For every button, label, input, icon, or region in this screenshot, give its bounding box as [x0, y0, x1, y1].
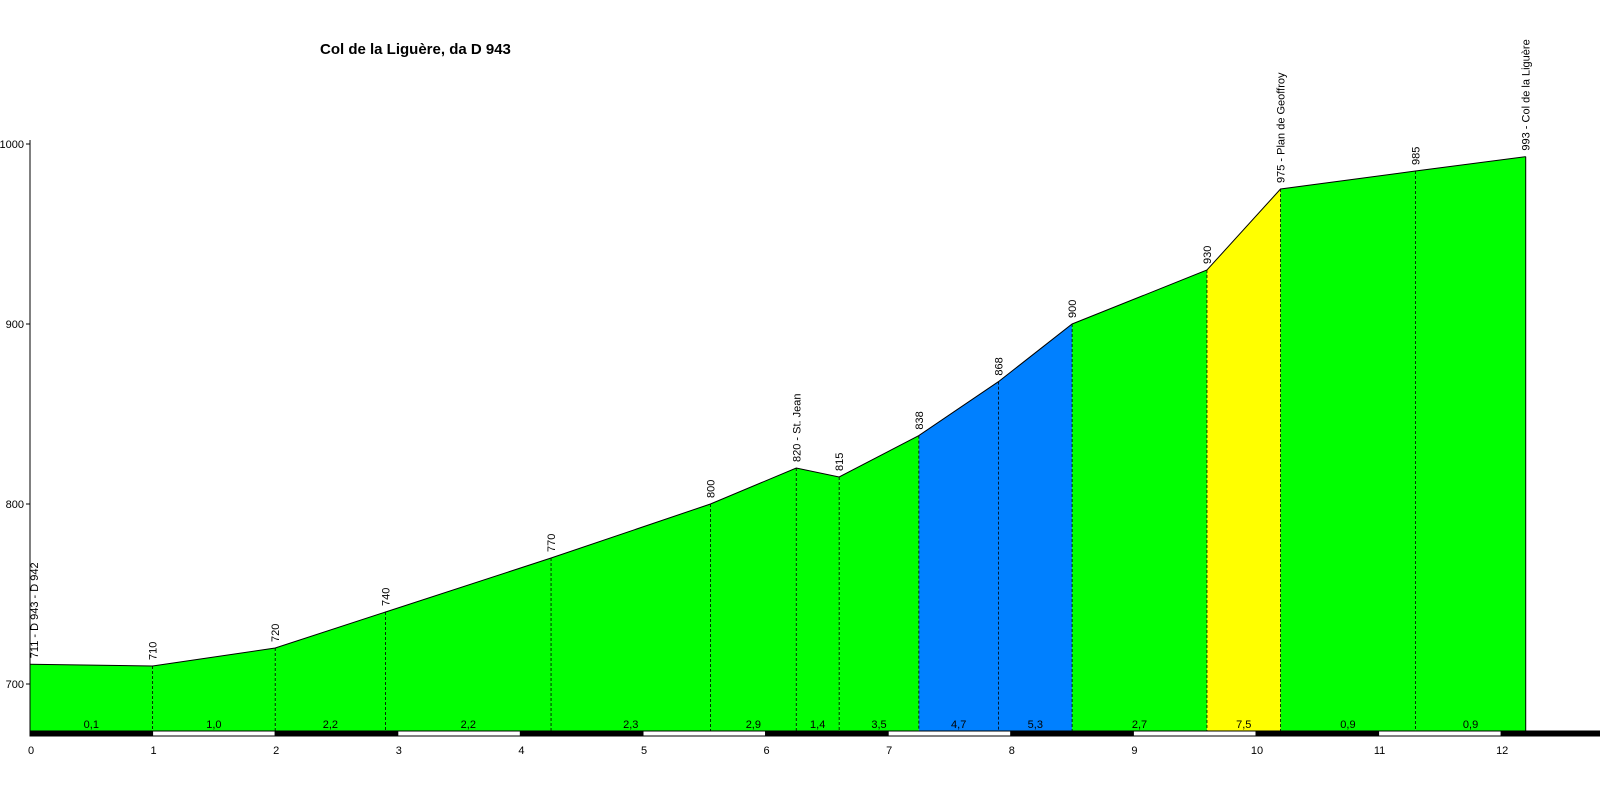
x-tick-label: 2	[273, 745, 279, 757]
point-elevation-label: 815	[834, 453, 846, 471]
chart-title: Col de la Liguère, da D 943	[320, 41, 511, 58]
profile-segment-11	[1072, 270, 1207, 731]
x-tick-label: 7	[886, 745, 892, 757]
km-bar-segment	[765, 730, 889, 737]
profile-outline	[29, 156, 1527, 731]
point-elevation-label: 900	[1067, 300, 1079, 318]
x-tick-label: 8	[1009, 745, 1015, 757]
segment-gradient-label: 1,4	[810, 719, 825, 731]
y-tick-label: 1000	[0, 139, 24, 151]
x-tick-label: 11	[1374, 745, 1385, 757]
point-elevation-label: 975 - Plan de Geoffroy	[1276, 72, 1288, 183]
point-elevation-label: 711 - D 943 - D 942	[29, 562, 41, 658]
y-tick-label: 800	[6, 499, 24, 511]
x-tick-label: 1	[151, 745, 157, 757]
profile-segment-14	[1415, 156, 1526, 732]
segment-gradient-label: 2,2	[323, 719, 338, 731]
profile-segment-10	[998, 324, 1073, 731]
km-bar-segment	[1132, 730, 1257, 737]
segment-dividers	[152, 171, 1416, 731]
point-elevation-label: 838	[914, 411, 926, 429]
km-bar-segment	[274, 730, 399, 737]
profile-segment-8	[839, 435, 919, 731]
km-bar	[29, 730, 1600, 737]
y-axis: 700 800 900 1000	[0, 139, 31, 731]
km-bar-segment	[1010, 730, 1134, 737]
profile-areas	[30, 156, 1526, 732]
x-tick-label: 0	[28, 745, 34, 757]
x-tick-label: 5	[641, 745, 647, 757]
x-tick-label: 3	[396, 745, 402, 757]
x-tick-label: 10	[1251, 745, 1263, 757]
segment-gradient-label: 3,5	[871, 719, 886, 731]
point-elevation-label: 740	[381, 588, 393, 606]
km-bar-segment	[1255, 730, 1380, 737]
y-tick-label: 700	[6, 679, 24, 691]
segment-gradient-label: 0,9	[1340, 719, 1355, 731]
point-elevation-label: 985	[1410, 147, 1422, 165]
profile-line	[29, 156, 1526, 667]
segment-gradient-label: 0,1	[84, 719, 99, 731]
segment-gradient-label: 2,3	[623, 719, 638, 731]
point-elevation-label: 800	[705, 480, 717, 498]
segment-gradient-label: 7,5	[1236, 719, 1251, 731]
segment-gradient-label: 0,9	[1463, 719, 1478, 731]
profile-segment-3	[275, 612, 386, 731]
km-bar-segment	[887, 730, 1012, 737]
point-elevation-label: 930	[1202, 246, 1214, 264]
km-bar-segment	[29, 730, 154, 737]
km-bar-segment	[397, 730, 521, 737]
y-tick-label: 900	[6, 319, 24, 331]
segment-gradient-label: 4,7	[951, 719, 966, 731]
point-elevation-label: 993 - Col de la Liguère	[1521, 39, 1533, 150]
segment-gradient-label: 2,7	[1132, 719, 1147, 731]
x-tick-label: 9	[1131, 745, 1137, 757]
km-bar-segment	[642, 730, 767, 737]
point-elevation-label: 710	[148, 642, 160, 660]
segment-gradient-label: 2,9	[746, 719, 761, 731]
point-elevation-label: 720	[270, 624, 282, 642]
km-bar-segment	[519, 730, 644, 737]
x-tick-label: 12	[1496, 745, 1508, 757]
point-elevation-label: 770	[546, 534, 558, 552]
km-bar-segment	[152, 730, 276, 737]
profile-segment-7	[796, 468, 840, 731]
point-elevation-labels: 711 - D 943 - D 942 710 720 740 770 800 820 - …	[29, 39, 1533, 660]
profile-segment-6	[710, 468, 797, 731]
profile-segment-9	[918, 381, 999, 731]
segment-gradient-label: 1,0	[206, 719, 221, 731]
profile-segment-12	[1206, 189, 1281, 731]
x-tick-label: 4	[518, 745, 524, 757]
segment-gradient-label: 2,2	[461, 719, 476, 731]
segment-gradient-label: 5,3	[1028, 719, 1043, 731]
segment-gradient-labels: 0,1 1,0 2,2 2,2 2,3 2,9 1,4 3,5 4,7 5,3 2,7 7,5 0,9 0…	[84, 719, 1479, 731]
point-elevation-label: 820 - St. Jean	[791, 394, 803, 463]
km-bar-segment	[1378, 730, 1502, 737]
profile-segment-5	[551, 504, 711, 731]
x-tick-label: 6	[764, 745, 770, 757]
profile-segment-13	[1280, 171, 1416, 731]
profile-segment-4	[385, 558, 552, 731]
profile-segment-1	[30, 664, 153, 731]
km-bar-segment	[1500, 730, 1600, 737]
point-elevation-label: 868	[994, 357, 1006, 375]
x-axis-ticks: 0 1 2 3 4 5 6 7 8 9 10 11 12	[28, 745, 1508, 757]
profile-segment-2	[152, 648, 276, 731]
